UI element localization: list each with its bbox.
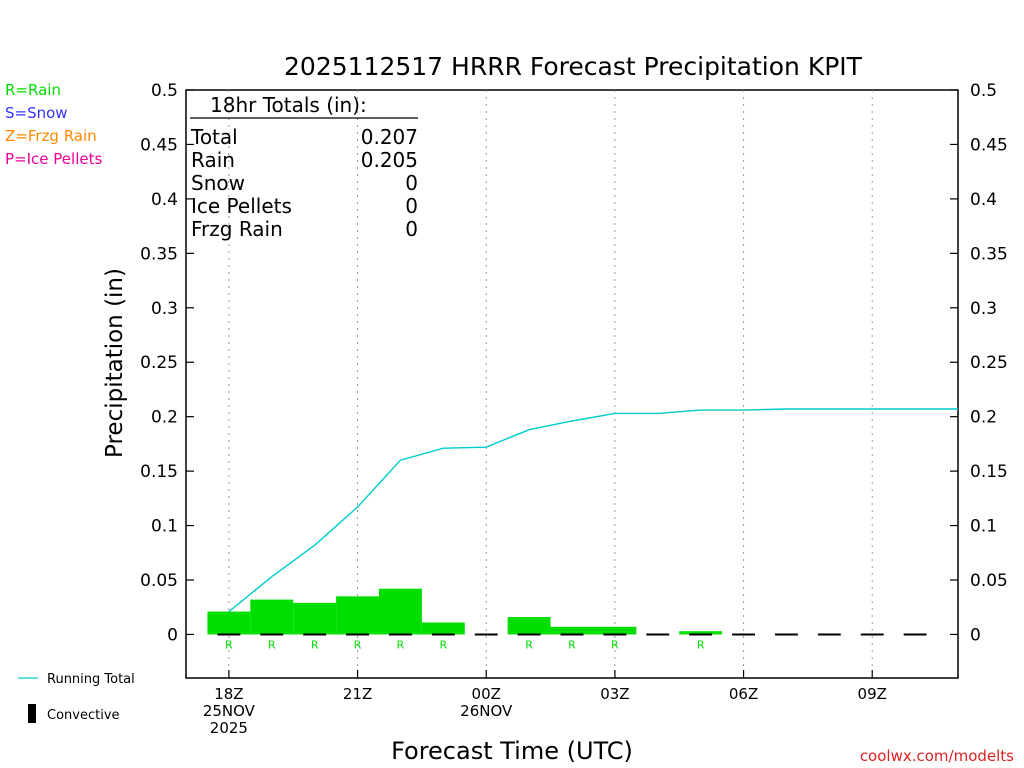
- totals-label-2: Snow: [191, 171, 245, 195]
- bar-9: [593, 626, 637, 635]
- y-tick-label-left-2: 0.1: [151, 517, 178, 537]
- x-tick-label-2-0: 00Z: [472, 685, 501, 703]
- totals-label-0: Total: [190, 125, 238, 149]
- x-tick-label-3-0: 03Z: [600, 685, 629, 703]
- type-label-4: R: [397, 638, 405, 651]
- y-tick-label-right-4: 0.2: [970, 408, 997, 428]
- x-axis-label: Forecast Time (UTC): [391, 737, 633, 765]
- totals-box: 18hr Totals (in): Total 0.207 Rain 0.205 Sno…: [190, 93, 418, 241]
- y-tick-label-right-0: 0: [970, 625, 981, 645]
- y-tick-label-left-3: 0.15: [140, 462, 178, 482]
- chart-title: 2025112517 HRRR Forecast Precipitation K…: [284, 52, 863, 81]
- x-tick-label-1-0: 21Z: [343, 685, 372, 703]
- x-tick-label-0-0: 18Z: [214, 685, 243, 703]
- bar-4: [379, 588, 422, 635]
- totals-value-3: 0: [405, 194, 418, 218]
- y-axis-label: Precipitation (in): [102, 268, 128, 458]
- y-axis-left: 0 0.05 0.1 0.15 0.2 0.25 0.3 0.35 0.4 0.45 0.5: [140, 81, 194, 645]
- type-label-3: R: [354, 638, 362, 651]
- x-tick-label-0-2: 2025: [210, 719, 248, 737]
- convective-legend-swatch: [28, 704, 36, 723]
- type-label-5: R: [440, 638, 448, 651]
- bar-5: [421, 622, 465, 635]
- totals-header: 18hr Totals (in):: [210, 93, 367, 117]
- bar-1: [250, 599, 294, 635]
- running-total-polyline: [228, 408, 958, 613]
- y-tick-label-right-5: 0.25: [970, 353, 1008, 373]
- precip-type-legend: R=Rain S=Snow Z=Frzg Rain P=Ice Pellets: [5, 81, 102, 168]
- legend-type-1: S=Snow: [5, 104, 68, 122]
- x-tick-label-2-1: 26NOV: [460, 702, 513, 720]
- type-label-1: R: [268, 638, 276, 651]
- y-tick-label-right-10: 0.5: [970, 81, 997, 101]
- type-label-7: R: [525, 638, 533, 651]
- y-tick-label-right-2: 0.1: [970, 517, 997, 537]
- legend-type-0: R=Rain: [5, 81, 61, 99]
- totals-label-1: Rain: [191, 148, 235, 172]
- y-axis-right: 0 0.05 0.1 0.15 0.2 0.25 0.3 0.35 0.4 0.45 0.5: [950, 81, 1008, 645]
- bar-11: [679, 631, 723, 635]
- y-tick-label-left-0: 0: [167, 625, 178, 645]
- bar-8: [550, 626, 594, 635]
- convective-legend-label: Convective: [47, 708, 120, 723]
- y-tick-label-left-10: 0.5: [151, 81, 178, 101]
- running-total-legend-label: Running Total: [47, 672, 135, 687]
- hourly-bars: [207, 588, 723, 635]
- y-tick-label-right-1: 0.05: [970, 571, 1008, 591]
- y-tick-label-right-3: 0.15: [970, 462, 1008, 482]
- y-tick-label-right-7: 0.35: [970, 244, 1008, 264]
- totals-label-4: Frzg Rain: [191, 217, 283, 241]
- y-tick-label-left-9: 0.45: [140, 135, 178, 155]
- type-label-0: R: [225, 638, 233, 651]
- type-label-8: R: [568, 638, 576, 651]
- y-tick-label-left-5: 0.25: [140, 353, 178, 373]
- y-tick-label-left-1: 0.05: [140, 571, 178, 591]
- running-total-line: [228, 408, 958, 613]
- legend-type-3: P=Ice Pellets: [5, 150, 102, 168]
- totals-value-0: 0.207: [361, 125, 418, 149]
- y-tick-label-right-9: 0.45: [970, 135, 1008, 155]
- totals-value-1: 0.205: [361, 148, 418, 172]
- y-tick-label-left-4: 0.2: [151, 408, 178, 428]
- totals-value-2: 0: [405, 171, 418, 195]
- plot-frame: [185, 89, 959, 679]
- bar-7: [507, 617, 551, 635]
- type-label-11: R: [697, 638, 705, 651]
- y-tick-label-right-8: 0.4: [970, 190, 997, 210]
- legend-type-2: Z=Frzg Rain: [5, 127, 97, 145]
- bar-3: [336, 596, 379, 635]
- type-label-2: R: [311, 638, 319, 651]
- y-tick-label-left-8: 0.4: [151, 190, 178, 210]
- x-tick-label-4-0: 06Z: [729, 685, 758, 703]
- bar-2: [293, 602, 337, 635]
- grid-lines: [228, 90, 873, 678]
- x-tick-label-0-1: 25NOV: [203, 702, 256, 720]
- type-label-9: R: [611, 638, 619, 651]
- totals-label-3: Ice Pellets: [191, 194, 292, 218]
- y-tick-label-right-6: 0.3: [970, 299, 997, 319]
- y-tick-label-left-6: 0.3: [151, 299, 178, 319]
- bar-0: [207, 611, 251, 635]
- y-tick-label-left-7: 0.35: [140, 244, 178, 264]
- credit-text: coolwx.com/modelts: [860, 747, 1014, 765]
- x-tick-label-5-0: 09Z: [858, 685, 887, 703]
- legend-bottom: Running Total Convective: [18, 672, 135, 723]
- totals-value-4: 0: [405, 217, 418, 241]
